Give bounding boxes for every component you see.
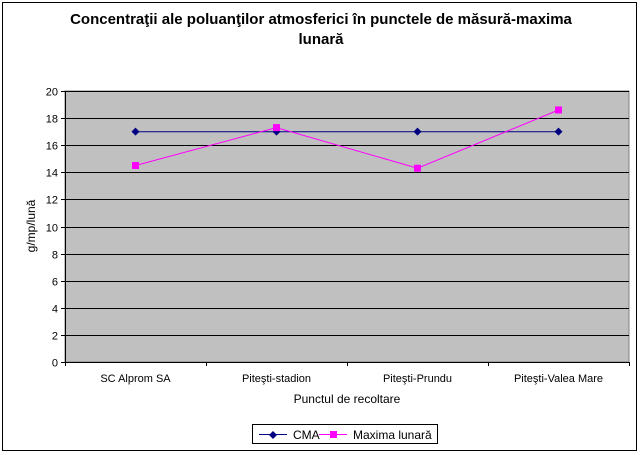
chart-title: Concentraţii ale poluanţilor atmosferici… <box>0 10 642 50</box>
data-point-diamond <box>413 127 422 136</box>
data-point-diamond <box>554 127 563 136</box>
data-point-diamond <box>272 127 281 136</box>
axes <box>61 91 630 366</box>
square-marker-icon <box>330 431 337 438</box>
series-line <box>135 109 559 169</box>
y-tick-label: 18 <box>46 114 58 126</box>
y-tick-label: 12 <box>46 195 58 207</box>
legend-label-cma: CMA <box>293 428 320 442</box>
x-tick-label: SC Alprom SA <box>100 373 171 385</box>
plot-area <box>64 90 630 363</box>
series-maxima <box>132 106 562 172</box>
y-tick-label: 16 <box>46 141 58 153</box>
data-point-square <box>132 162 139 170</box>
y-tick-labels: 0 2 4 6 8 10 12 14 16 18 20 <box>46 87 58 370</box>
series-layer <box>131 106 563 172</box>
y-tick-label: 10 <box>46 223 58 235</box>
series-cma <box>131 127 563 136</box>
chart-title-line2: lunară <box>298 31 344 48</box>
diamond-marker-icon <box>269 431 277 439</box>
x-tick-labels: SC Alprom SA Piteşti-stadion Piteşti-Prund… <box>100 373 603 385</box>
y-tick-label: 8 <box>52 250 58 262</box>
x-axis-label: Punctul de recoltare <box>294 392 401 406</box>
y-tick-label: 2 <box>52 331 58 343</box>
y-tick-label: 6 <box>52 277 58 289</box>
plot-background <box>64 90 630 363</box>
chart-title-line1: Concentraţii ale poluanţilor atmosferici… <box>70 11 572 28</box>
y-tick-label: 14 <box>46 168 58 180</box>
data-point-square <box>555 106 562 114</box>
y-tick-label: 0 <box>52 358 58 370</box>
gridlines <box>65 91 629 336</box>
data-point-diamond <box>131 127 140 136</box>
data-point-square <box>414 164 421 172</box>
legend: CMA Maxima lunară <box>252 424 438 444</box>
x-tick-label: Piteşti-stadion <box>242 373 311 385</box>
y-tick-label: 4 <box>52 304 58 316</box>
x-tick-label: Piteşti-Prundu <box>383 373 452 385</box>
data-point-square <box>273 124 280 132</box>
y-axis-label: g/mp/lună <box>24 199 38 252</box>
y-tick-label: 20 <box>46 87 58 99</box>
x-tick-label: Piteşti-Valea Mare <box>514 373 603 385</box>
legend-label-maxima: Maxima lunară <box>353 428 432 442</box>
